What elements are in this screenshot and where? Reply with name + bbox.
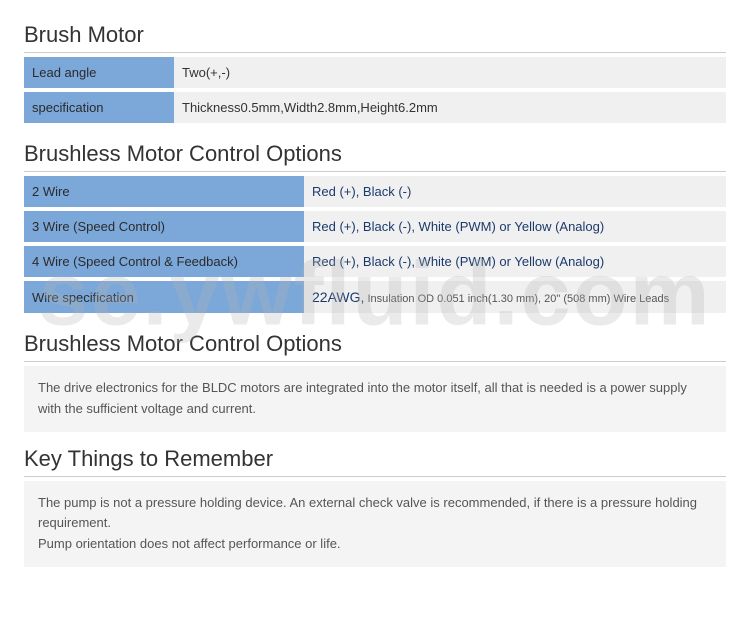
- table-row: 4 Wire (Speed Control & Feedback) Red (+…: [24, 244, 726, 279]
- section-title-brush-motor: Brush Motor: [24, 22, 726, 53]
- cell-value: Two(+,-): [174, 57, 726, 90]
- key-things-line2: Pump orientation does not affect perform…: [38, 534, 712, 555]
- key-things-line1: The pump is not a pressure holding devic…: [38, 493, 712, 535]
- brushless-note-box: The drive electronics for the BLDC motor…: [24, 366, 726, 432]
- table-row: 3 Wire (Speed Control) Red (+), Black (-…: [24, 209, 726, 244]
- table-row: Lead angle Two(+,-): [24, 57, 726, 90]
- cell-value: Red (+), Black (-): [304, 176, 726, 209]
- cell-key: 4 Wire (Speed Control & Feedback): [24, 244, 304, 279]
- cell-value: Red (+), Black (-), White (PWM) or Yello…: [304, 244, 726, 279]
- cell-value: Thickness0.5mm,Width2.8mm,Height6.2mm: [174, 90, 726, 125]
- wire-spec-rest: Insulation OD 0.051 inch(1.30 mm), 20" (…: [364, 293, 669, 305]
- wire-spec-awg: 22AWG,: [312, 289, 364, 305]
- brushless-options-table: 2 Wire Red (+), Black (-) 3 Wire (Speed …: [24, 176, 726, 317]
- brush-motor-table: Lead angle Two(+,-) specification Thickn…: [24, 57, 726, 127]
- key-things-box: The pump is not a pressure holding devic…: [24, 481, 726, 567]
- cell-key: 3 Wire (Speed Control): [24, 209, 304, 244]
- table-row: 2 Wire Red (+), Black (-): [24, 176, 726, 209]
- cell-key: Lead angle: [24, 57, 174, 90]
- cell-key: Wire specification: [24, 279, 304, 315]
- table-row: Wire specification 22AWG, Insulation OD …: [24, 279, 726, 315]
- section-title-brushless-note: Brushless Motor Control Options: [24, 331, 726, 362]
- section-title-key-things: Key Things to Remember: [24, 446, 726, 477]
- section-title-brushless-options: Brushless Motor Control Options: [24, 141, 726, 172]
- cell-value: Red (+), Black (-), White (PWM) or Yello…: [304, 209, 726, 244]
- cell-key: 2 Wire: [24, 176, 304, 209]
- cell-value-wire-spec: 22AWG, Insulation OD 0.051 inch(1.30 mm)…: [304, 279, 726, 315]
- table-row: specification Thickness0.5mm,Width2.8mm,…: [24, 90, 726, 125]
- cell-key: specification: [24, 90, 174, 125]
